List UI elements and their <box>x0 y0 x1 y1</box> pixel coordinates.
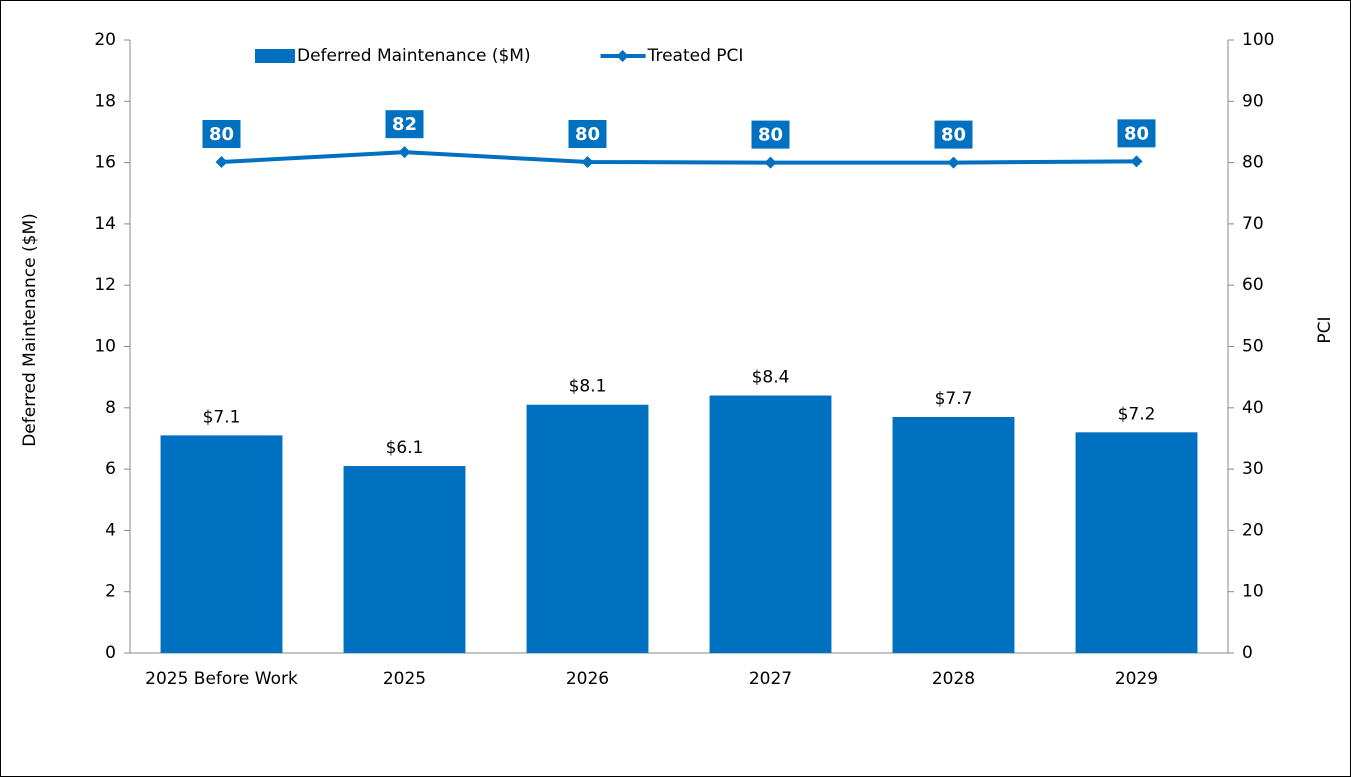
line-value-label: 82 <box>392 114 417 135</box>
bar <box>892 416 1015 653</box>
y2-tick-label: 80 <box>1242 153 1264 173</box>
y-tick-label: 2 <box>105 582 116 602</box>
line-marker <box>764 156 777 169</box>
line-value-label: 80 <box>941 125 966 146</box>
x-tick-label: 2027 <box>749 669 792 689</box>
bar <box>343 466 466 653</box>
line-value-label: 80 <box>1124 123 1149 144</box>
line-label-box <box>202 119 241 148</box>
y-tick-label: 20 <box>94 30 116 50</box>
y2-tick-label: 40 <box>1242 398 1264 418</box>
line-marker <box>398 146 411 159</box>
legend-label: Treated PCI <box>647 46 744 66</box>
line-value-label: 80 <box>209 124 234 145</box>
line-value-label: 80 <box>575 124 600 145</box>
y-tick-label: 16 <box>94 153 116 173</box>
y-tick-label: 18 <box>94 91 116 111</box>
line-marker <box>581 155 594 168</box>
x-tick-label: 2025 <box>383 669 426 689</box>
bar <box>1075 432 1198 653</box>
bar <box>709 395 832 653</box>
y-tick-label: 14 <box>94 214 116 234</box>
y2-tick-label: 60 <box>1242 275 1264 295</box>
line <box>221 150 1137 165</box>
legend-swatch <box>255 49 295 63</box>
x-tick-label: 2026 <box>566 669 609 689</box>
y2-axis-label: PCI <box>1315 316 1335 343</box>
y-tick-label: 12 <box>94 275 116 295</box>
y2-tick-label: 10 <box>1242 582 1264 602</box>
y-tick-label: 8 <box>105 398 116 418</box>
line-marker <box>1130 155 1143 168</box>
y-tick-label: 6 <box>105 459 116 479</box>
bar <box>160 435 283 653</box>
line-marker <box>947 156 960 169</box>
y2-tick-label: 30 <box>1242 459 1264 479</box>
bar-value-label: $7.2 <box>1118 404 1156 424</box>
line-label-box <box>1117 119 1156 148</box>
bar <box>526 404 649 653</box>
x-tick-label: 2028 <box>932 669 975 689</box>
bar-value-label: $6.1 <box>386 438 424 458</box>
line-label-box <box>751 120 790 149</box>
y2-tick-label: 90 <box>1242 91 1264 111</box>
bar-value-label: $8.1 <box>569 377 607 397</box>
line-label-box <box>568 119 607 148</box>
y2-tick-label: 50 <box>1242 337 1264 357</box>
y-tick-label: 0 <box>105 643 116 663</box>
y2-tick-label: 0 <box>1242 643 1253 663</box>
bar-value-label: $8.4 <box>752 368 790 388</box>
y2-tick-label: 70 <box>1242 214 1264 234</box>
bar-value-label: $7.1 <box>203 407 241 427</box>
line-label-box <box>934 120 973 149</box>
legend-marker <box>616 50 629 62</box>
y-tick-label: 4 <box>105 520 116 540</box>
x-tick-label: 2025 Before Work <box>145 669 298 689</box>
y2-tick-label: 100 <box>1242 30 1274 50</box>
line-marker <box>215 155 228 168</box>
x-tick-label: 2029 <box>1115 669 1158 689</box>
y-tick-label: 10 <box>94 337 116 357</box>
y-axis-label: Deferred Maintenance ($M) <box>20 213 40 447</box>
bar-value-label: $7.7 <box>935 389 973 409</box>
line-value-label: 80 <box>758 125 783 146</box>
line-label-box <box>385 110 424 139</box>
legend-label: Deferred Maintenance ($M) <box>297 46 531 66</box>
y2-tick-label: 20 <box>1242 520 1264 540</box>
